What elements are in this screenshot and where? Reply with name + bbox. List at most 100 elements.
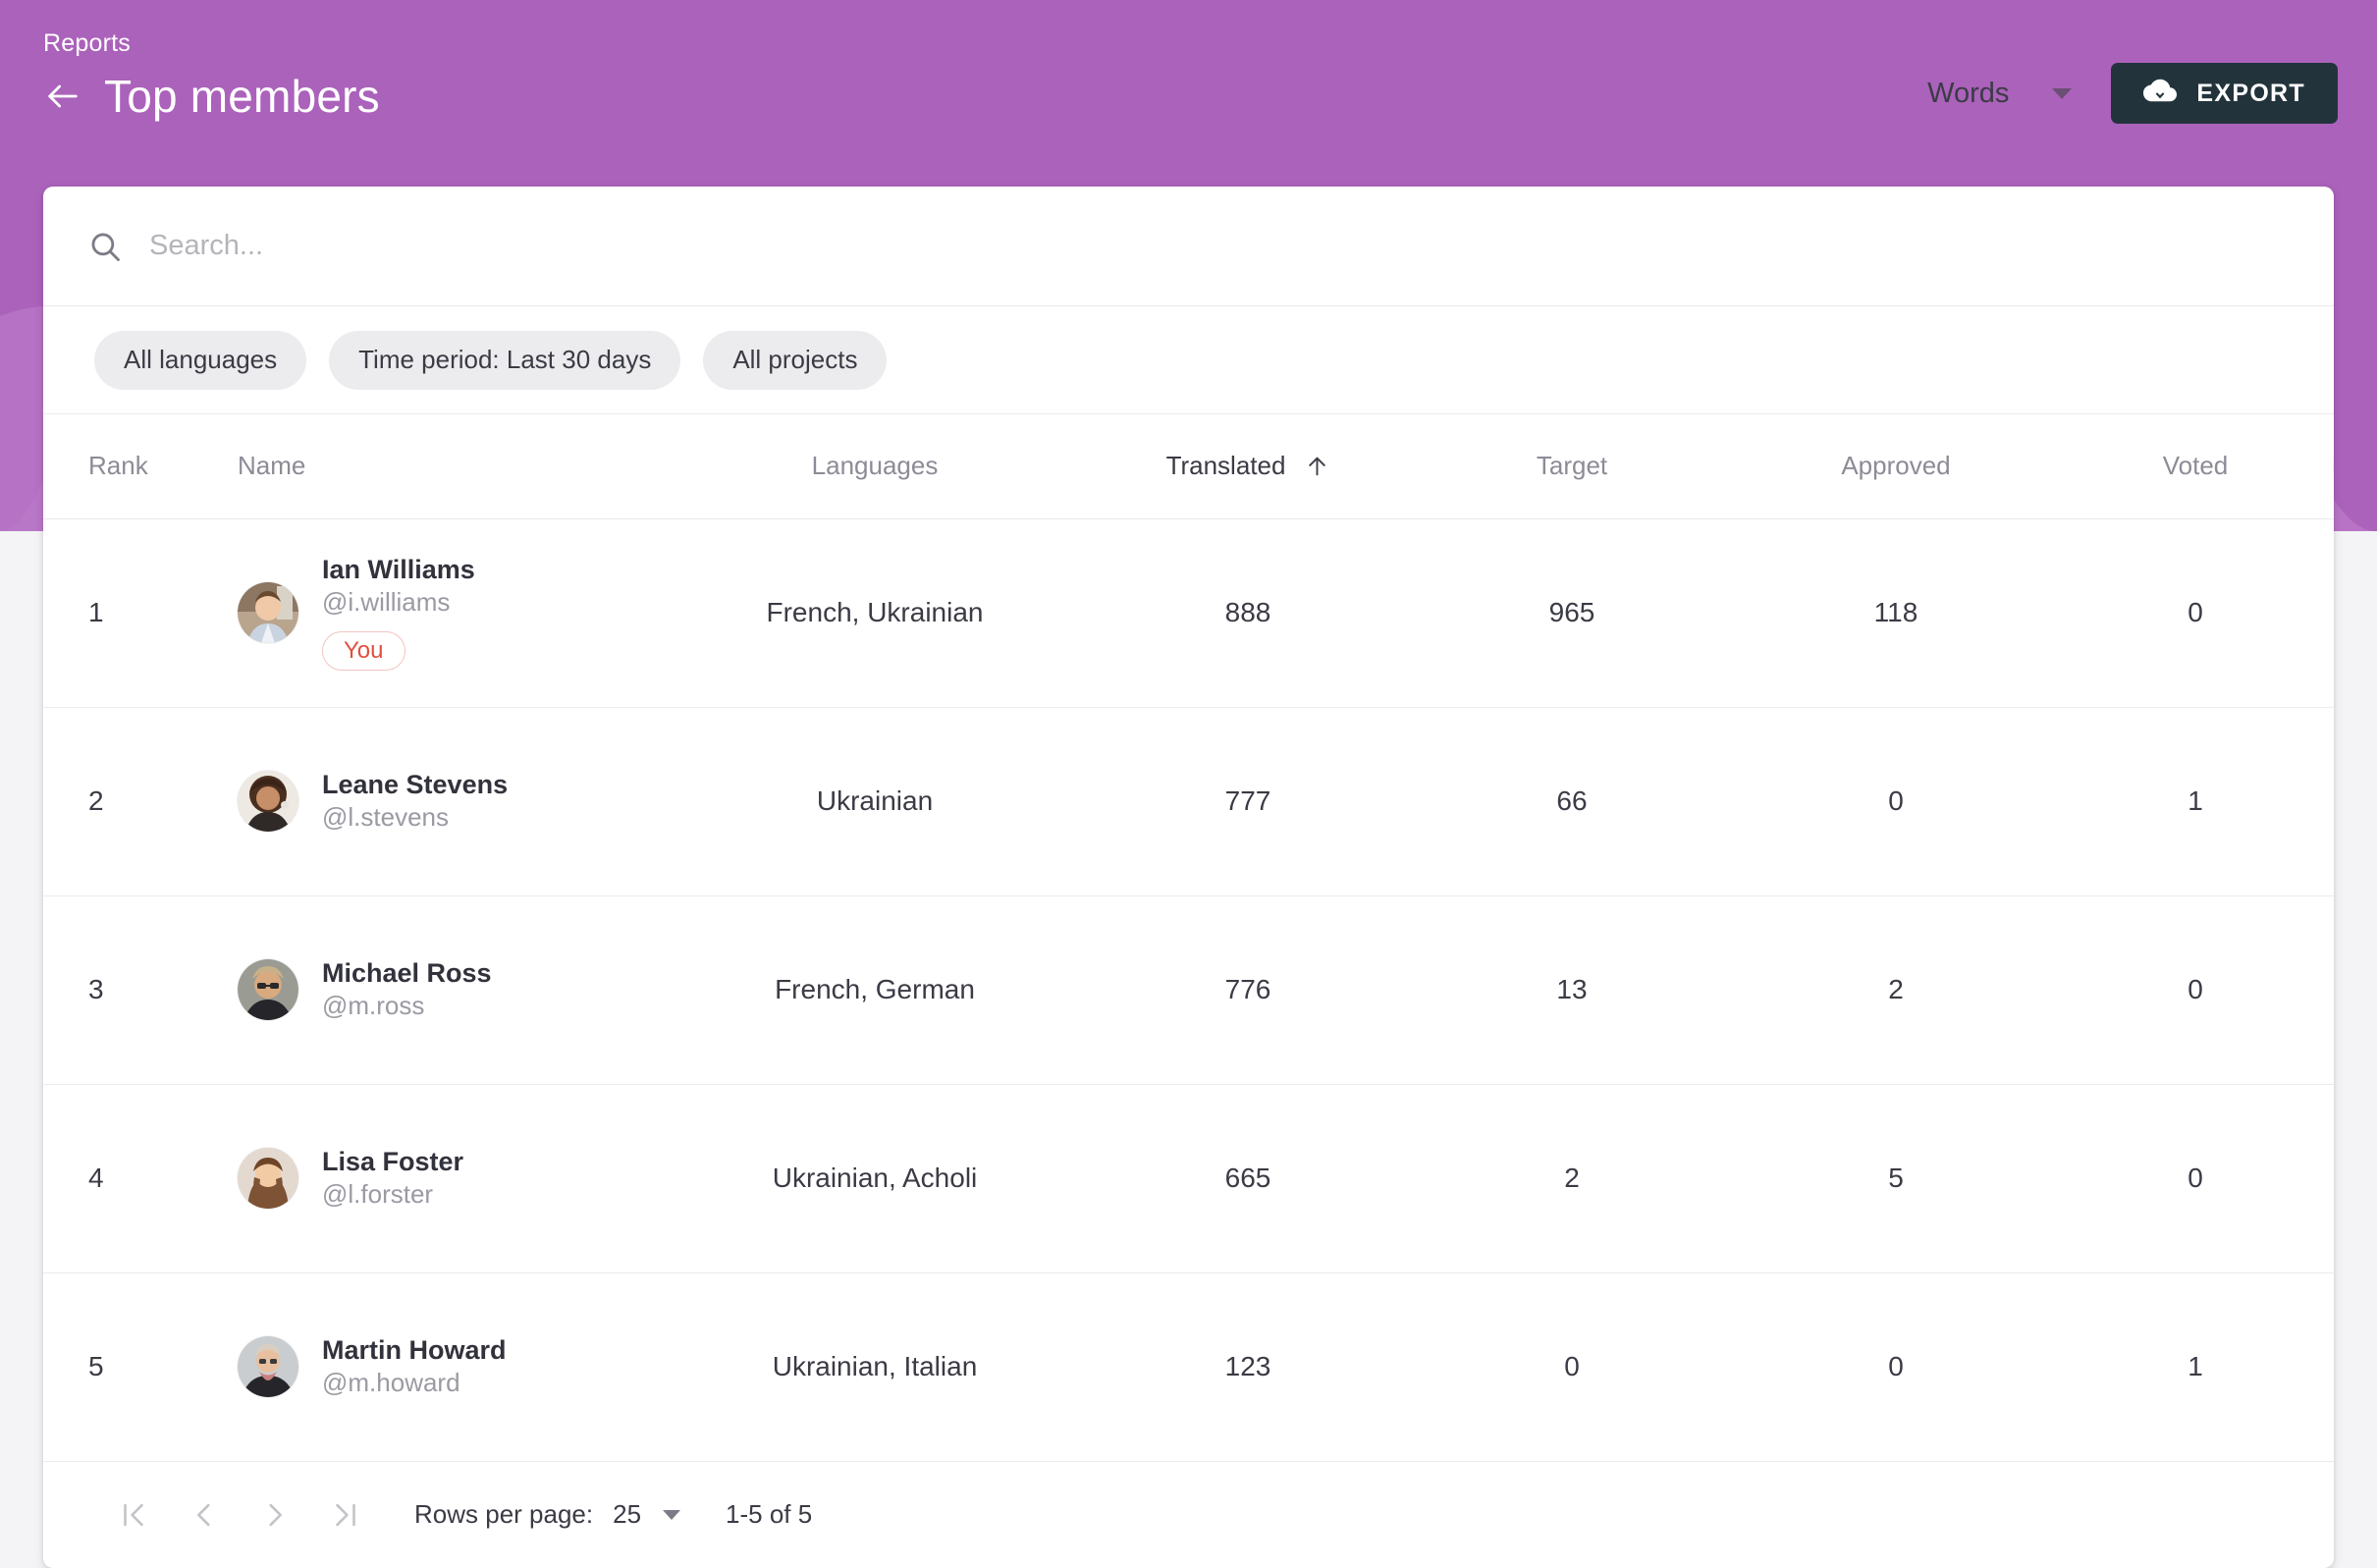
cell-languages: Ukrainian, Acholi bbox=[664, 1084, 1086, 1273]
cell-target: 0 bbox=[1410, 1272, 1734, 1462]
cell-spacer bbox=[2333, 1084, 2334, 1273]
cell-target: 965 bbox=[1410, 518, 1734, 708]
cell-rank: 2 bbox=[43, 707, 163, 896]
table-header: Rank Name Languages Translated Target Ap… bbox=[43, 414, 2334, 519]
user-name: Ian Williams bbox=[322, 555, 475, 585]
table-body: 1 bbox=[43, 518, 2334, 1462]
cell-approved: 118 bbox=[1734, 518, 2058, 708]
cell-approved: 5 bbox=[1734, 1084, 2058, 1273]
caret-down-icon[interactable] bbox=[663, 1509, 681, 1520]
user-name: Lisa Foster bbox=[322, 1147, 464, 1177]
filter-chips: All languages Time period: Last 30 days … bbox=[43, 306, 2334, 414]
avatar bbox=[238, 1336, 298, 1397]
cell-spacer bbox=[2333, 518, 2334, 708]
cell-spacer bbox=[2333, 895, 2334, 1085]
chevron-right-icon[interactable] bbox=[240, 1480, 310, 1550]
cell-rank: 1 bbox=[43, 518, 163, 708]
filter-chip-all-projects[interactable]: All projects bbox=[703, 330, 888, 390]
column-header-translated-label: Translated bbox=[1165, 451, 1286, 481]
cell-translated: 776 bbox=[1086, 895, 1410, 1085]
rows-per-page-value[interactable]: 25 bbox=[613, 1499, 642, 1529]
user-handle: @l.stevens bbox=[322, 802, 449, 833]
cell-languages: French, Ukrainian bbox=[664, 518, 1086, 708]
column-header-voted[interactable]: Voted bbox=[2058, 414, 2333, 519]
sort-translated[interactable]: Translated bbox=[1166, 451, 1330, 481]
cell-translated: 665 bbox=[1086, 1084, 1410, 1273]
page-title: Top members bbox=[104, 71, 380, 122]
avatar bbox=[238, 959, 298, 1020]
user-name: Michael Ross bbox=[322, 958, 492, 989]
report-card: All languages Time period: Last 30 days … bbox=[43, 187, 2334, 1568]
user-handle: @l.forster bbox=[322, 1179, 434, 1210]
chevron-left-icon[interactable] bbox=[169, 1480, 240, 1550]
cell-translated: 123 bbox=[1086, 1272, 1410, 1462]
cell-languages: Ukrainian bbox=[664, 707, 1086, 896]
table-row[interactable]: 1 bbox=[43, 518, 2334, 708]
last-page-icon[interactable] bbox=[310, 1480, 381, 1550]
cell-rank: 5 bbox=[43, 1272, 163, 1462]
cell-name: Lisa Foster @l.forster bbox=[163, 1084, 664, 1273]
header-actions: Words EXPORT bbox=[1921, 63, 2338, 124]
column-header-languages[interactable]: Languages bbox=[664, 414, 1086, 519]
user-name: Martin Howard bbox=[322, 1335, 507, 1366]
cell-voted: 0 bbox=[2058, 1084, 2333, 1273]
cell-languages: French, German bbox=[664, 895, 1086, 1085]
search-input[interactable] bbox=[149, 230, 2289, 262]
cell-translated: 888 bbox=[1086, 518, 1410, 708]
cell-translated: 777 bbox=[1086, 707, 1410, 896]
cell-rank: 3 bbox=[43, 895, 163, 1085]
column-header-approved[interactable]: Approved bbox=[1734, 414, 2058, 519]
cell-spacer bbox=[2333, 707, 2334, 896]
rows-per-page-label: Rows per page: bbox=[414, 1499, 594, 1529]
cell-target: 13 bbox=[1410, 895, 1734, 1085]
cell-target: 2 bbox=[1410, 1084, 1734, 1273]
cell-spacer bbox=[2333, 1272, 2334, 1462]
column-header-name[interactable]: Name bbox=[163, 414, 664, 519]
cell-voted: 1 bbox=[2058, 707, 2333, 896]
search-icon bbox=[88, 230, 122, 263]
avatar bbox=[238, 582, 298, 643]
cell-voted: 1 bbox=[2058, 1272, 2333, 1462]
user-handle: @m.ross bbox=[322, 991, 425, 1021]
user-handle: @m.howard bbox=[322, 1368, 460, 1398]
members-table: Rank Name Languages Translated Target Ap… bbox=[43, 414, 2334, 1462]
column-header-translated[interactable]: Translated bbox=[1086, 414, 1410, 519]
table-row[interactable]: 3 bbox=[43, 895, 2334, 1085]
cell-voted: 0 bbox=[2058, 518, 2333, 708]
cell-name: Michael Ross @m.ross bbox=[163, 895, 664, 1085]
export-button-label: EXPORT bbox=[2196, 79, 2305, 107]
unit-select[interactable]: Words bbox=[1921, 70, 2089, 118]
you-badge: You bbox=[322, 630, 405, 671]
filter-chip-all-languages[interactable]: All languages bbox=[94, 330, 307, 390]
arrow-left-icon[interactable] bbox=[43, 77, 82, 116]
cell-rank: 4 bbox=[43, 1084, 163, 1273]
user-name: Leane Stevens bbox=[322, 770, 509, 800]
table-row[interactable]: 4 bbox=[43, 1084, 2334, 1273]
table-header-row: Rank Name Languages Translated Target Ap… bbox=[43, 414, 2334, 519]
arrow-up-icon bbox=[1305, 453, 1329, 480]
cell-target: 66 bbox=[1410, 707, 1734, 896]
cell-name: Leane Stevens @l.stevens bbox=[163, 707, 664, 896]
cell-languages: Ukrainian, Italian bbox=[664, 1272, 1086, 1462]
avatar bbox=[238, 1148, 298, 1209]
pagination: Rows per page: 25 1-5 of 5 bbox=[43, 1462, 2334, 1568]
unit-select-label: Words bbox=[1927, 77, 2010, 109]
search-bar bbox=[43, 187, 2334, 306]
filter-chip-time-period[interactable]: Time period: Last 30 days bbox=[329, 330, 681, 390]
table-row[interactable]: 2 bbox=[43, 707, 2334, 896]
cell-approved: 0 bbox=[1734, 707, 2058, 896]
column-header-target[interactable]: Target bbox=[1410, 414, 1734, 519]
column-header-config bbox=[2333, 414, 2334, 519]
column-header-rank[interactable]: Rank bbox=[43, 414, 163, 519]
user-handle: @i.williams bbox=[322, 587, 451, 618]
cell-voted: 0 bbox=[2058, 895, 2333, 1085]
table-row[interactable]: 5 bbox=[43, 1272, 2334, 1462]
cloud-download-icon bbox=[2143, 77, 2178, 111]
avatar bbox=[238, 771, 298, 832]
export-button[interactable]: EXPORT bbox=[2111, 63, 2338, 124]
first-page-icon[interactable] bbox=[98, 1480, 169, 1550]
breadcrumb[interactable]: Reports bbox=[43, 29, 131, 57]
cell-approved: 0 bbox=[1734, 1272, 2058, 1462]
table-columns-icon[interactable] bbox=[2333, 427, 2334, 505]
cell-approved: 2 bbox=[1734, 895, 2058, 1085]
